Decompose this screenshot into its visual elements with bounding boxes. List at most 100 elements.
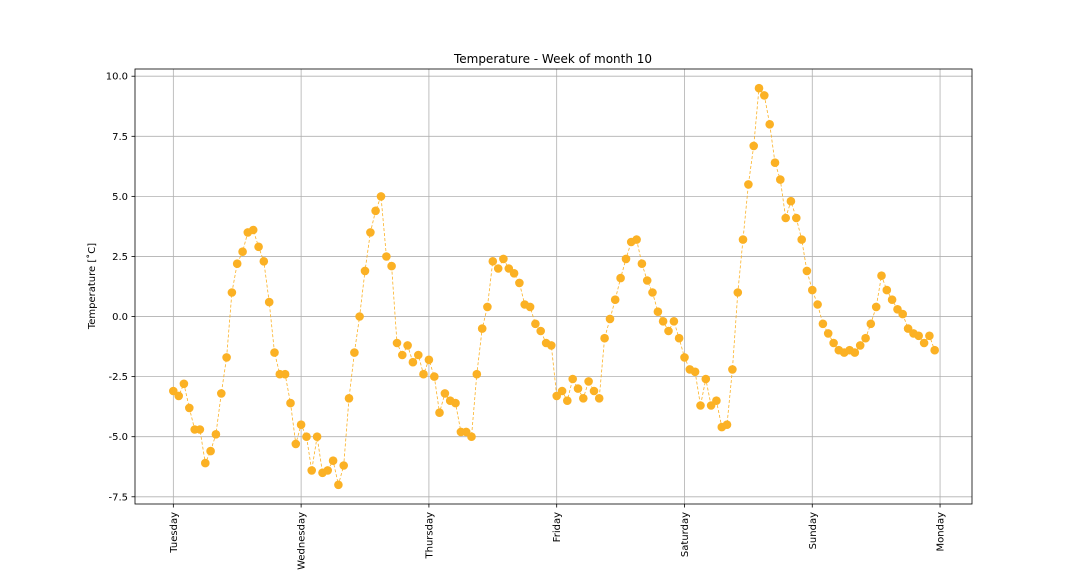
data-point: [898, 309, 907, 319]
data-point: [637, 259, 647, 269]
data-point: [584, 377, 593, 386]
data-point: [355, 312, 364, 321]
data-point: [259, 257, 269, 266]
data-point: [674, 333, 684, 343]
data-point: [344, 394, 354, 403]
x-tick-label: Friday: [552, 512, 563, 542]
x-tick-label: Sunday: [808, 512, 819, 549]
data-point: [728, 365, 737, 374]
data-point: [887, 295, 897, 305]
data-point: [296, 420, 306, 430]
data-point: [861, 333, 870, 343]
data-point: [488, 257, 498, 266]
data-point: [211, 430, 221, 439]
data-point: [509, 269, 519, 278]
data-point: [201, 458, 210, 468]
data-point: [217, 389, 226, 398]
y-tick-label: -5.0: [108, 432, 128, 443]
data-point: [722, 420, 732, 430]
data-point: [701, 374, 711, 384]
y-tick-label: -2.5: [108, 372, 128, 383]
data-point: [248, 225, 258, 235]
data-point: [786, 196, 796, 206]
data-point: [547, 341, 556, 350]
data-point: [264, 297, 274, 307]
data-point: [781, 213, 790, 223]
data-point: [760, 91, 769, 100]
y-tick-label: 2.5: [112, 252, 128, 263]
data-point: [430, 372, 439, 381]
data-point: [818, 319, 828, 329]
data-point: [419, 369, 428, 379]
data-point: [472, 369, 482, 379]
data-point: [307, 466, 317, 475]
grid: [135, 69, 972, 504]
data-point: [557, 386, 567, 396]
y-tick-label: 5.0: [112, 192, 128, 203]
data-point: [440, 389, 450, 398]
data-point: [350, 348, 359, 357]
data-point: [382, 252, 391, 261]
y-tick-label: 0.0: [112, 312, 128, 323]
data-point: [323, 466, 333, 475]
data-point: [855, 341, 865, 350]
series-temperature: [169, 83, 939, 490]
data-point: [185, 403, 194, 413]
data-point: [403, 341, 412, 350]
data-point: [291, 439, 301, 449]
data-point: [515, 278, 524, 288]
data-point: [232, 259, 242, 269]
x-tick-label: Tuesday: [169, 512, 180, 554]
data-point: [690, 367, 700, 377]
data-point: [802, 266, 812, 276]
data-point: [919, 338, 929, 348]
x-tick-label: Monday: [936, 512, 947, 552]
plot-frame: [134, 68, 973, 505]
data-point: [605, 314, 615, 324]
data-point: [371, 206, 380, 216]
data-point: [435, 408, 444, 418]
data-point: [376, 192, 386, 201]
data-point: [642, 276, 652, 285]
y-tick-label: 10.0: [106, 72, 128, 83]
data-point: [850, 348, 860, 357]
data-point: [930, 345, 939, 355]
data-point: [594, 394, 604, 403]
data-point: [270, 348, 279, 357]
data-point: [733, 288, 743, 297]
data-point: [366, 228, 375, 237]
data-point: [424, 355, 434, 365]
data-point: [648, 288, 657, 297]
y-tick-label: -7.5: [108, 492, 128, 503]
data-point: [477, 324, 487, 333]
data-point: [653, 307, 663, 317]
data-point: [563, 396, 572, 406]
data-point: [579, 394, 588, 403]
data-point: [770, 158, 780, 167]
data-point: [525, 302, 535, 312]
data-point: [669, 317, 679, 326]
x-tick-label: Thursday: [424, 512, 435, 560]
data-point: [765, 120, 774, 129]
data-point: [222, 353, 231, 362]
data-point: [797, 235, 806, 244]
data-point: [744, 180, 753, 189]
data-point: [195, 425, 205, 434]
data-point: [536, 326, 545, 336]
data-point: [754, 83, 764, 93]
x-tick-label: Saturday: [680, 512, 691, 557]
data-point: [179, 379, 189, 389]
data-point: [616, 273, 625, 283]
data-point: [238, 247, 247, 256]
data-point: [206, 446, 215, 456]
data-point: [467, 432, 476, 442]
data-point: [829, 338, 838, 348]
data-point: [749, 141, 758, 151]
data-point: [621, 254, 631, 264]
data-point: [280, 369, 290, 379]
data-point: [877, 271, 886, 281]
data-point: [866, 319, 876, 329]
data-point: [871, 302, 881, 312]
data-point: [451, 398, 460, 408]
